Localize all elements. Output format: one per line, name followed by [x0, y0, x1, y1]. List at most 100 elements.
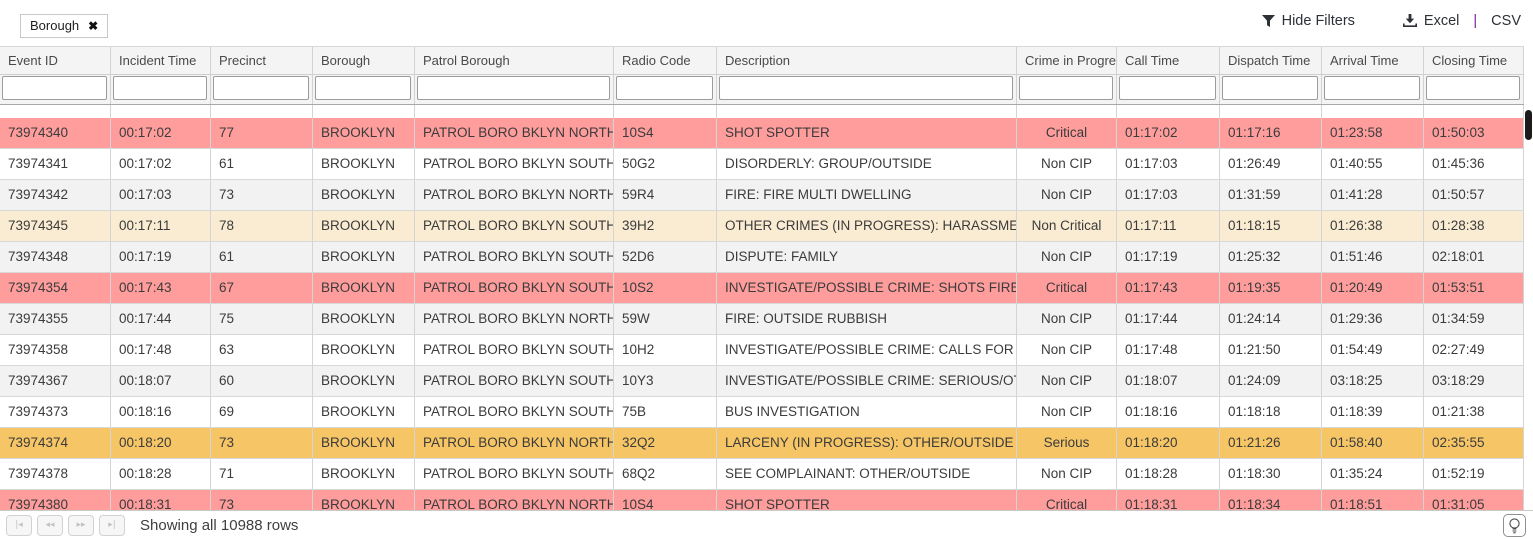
table-cell[interactable]: 01:45:36 — [1424, 149, 1524, 179]
table-cell[interactable]: Critical — [1017, 273, 1117, 303]
table-cell[interactable]: BROOKLYN — [313, 428, 415, 458]
table-cell[interactable]: 01:24:14 — [1220, 304, 1322, 334]
table-cell[interactable]: BROOKLYN — [313, 366, 415, 396]
table-cell[interactable]: PATROL BORO BKLYN NORTH — [415, 428, 614, 458]
filter-input-call-time[interactable] — [1119, 76, 1216, 100]
table-cell[interactable]: 00:17:44 — [111, 304, 211, 334]
table-cell[interactable]: SHOT SPOTTER — [717, 118, 1017, 148]
table-cell[interactable]: PATROL BORO BKLYN SOUTH — [415, 149, 614, 179]
table-cell[interactable]: 00:17:02 — [111, 118, 211, 148]
table-row[interactable]: 73974345 00:17:11 78 BROOKLYN PATROL BORO BK… — [0, 211, 1524, 242]
table-cell[interactable]: 73974341 — [0, 149, 111, 179]
last-page-button[interactable]: ▸| — [99, 514, 125, 536]
next-page-button[interactable]: ▸▸ — [68, 514, 94, 536]
table-cell[interactable]: 01:18:07 — [1117, 366, 1220, 396]
table-cell[interactable]: BROOKLYN — [313, 335, 415, 365]
table-row[interactable]: 73974358 00:17:48 63 BROOKLYN PATROL BORO BK… — [0, 335, 1524, 366]
vertical-scrollbar[interactable] — [1524, 46, 1533, 510]
table-cell[interactable]: PATROL BORO BKLYN NORTH — [415, 118, 614, 148]
filter-input-patrol-borough[interactable] — [417, 76, 610, 100]
table-cell[interactable]: 75 — [211, 304, 313, 334]
table-cell[interactable]: 03:18:25 — [1322, 366, 1424, 396]
table-cell[interactable]: 67 — [211, 273, 313, 303]
table-cell[interactable]: 01:51:46 — [1322, 242, 1424, 272]
table-cell[interactable]: PATROL BORO BKLYN SOUTH — [415, 273, 614, 303]
table-cell[interactable]: 39H2 — [614, 211, 717, 241]
table-row[interactable]: 73974341 00:17:02 61 BROOKLYN PATROL BORO BK… — [0, 149, 1524, 180]
table-cell[interactable]: 01:17:11 — [1117, 211, 1220, 241]
table-row[interactable]: 73974348 00:17:19 61 BROOKLYN PATROL BORO BK… — [0, 242, 1524, 273]
table-cell[interactable]: 01:19:35 — [1220, 273, 1322, 303]
table-cell[interactable]: Non CIP — [1017, 397, 1117, 427]
table-cell[interactable]: 71 — [211, 459, 313, 489]
table-cell[interactable]: Non Critical — [1017, 211, 1117, 241]
filter-input-crime-in-progre[interactable] — [1019, 76, 1113, 100]
table-cell[interactable]: 02:35:55 — [1424, 428, 1524, 458]
table-cell[interactable]: 01:21:50 — [1220, 335, 1322, 365]
table-cell[interactable]: 01:18:20 — [1117, 428, 1220, 458]
table-cell[interactable]: Serious — [1017, 428, 1117, 458]
table-cell[interactable]: 73974348 — [0, 242, 111, 272]
table-cell[interactable]: 01:17:02 — [1117, 118, 1220, 148]
table-cell[interactable]: 01:17:03 — [1117, 149, 1220, 179]
table-row[interactable]: 73974374 00:18:20 73 BROOKLYN PATROL BORO BK… — [0, 428, 1524, 459]
filter-input-event-id[interactable] — [2, 76, 107, 100]
filter-input-borough[interactable] — [315, 76, 411, 100]
table-cell[interactable]: Non CIP — [1017, 366, 1117, 396]
table-cell[interactable]: 50G2 — [614, 149, 717, 179]
table-cell[interactable]: 00:17:02 — [111, 149, 211, 179]
table-cell[interactable]: 01:21:26 — [1220, 428, 1322, 458]
table-cell[interactable]: 01:53:51 — [1424, 273, 1524, 303]
table-cell[interactable]: 61 — [211, 149, 313, 179]
table-cell[interactable]: 78 — [211, 211, 313, 241]
filter-input-precinct[interactable] — [213, 76, 309, 100]
table-cell[interactable]: 60 — [211, 366, 313, 396]
table-cell[interactable]: 73 — [211, 180, 313, 210]
filter-input-incident-time[interactable] — [113, 76, 207, 100]
table-row[interactable]: 73974355 00:17:44 75 BROOKLYN PATROL BORO BK… — [0, 304, 1524, 335]
table-cell[interactable]: BROOKLYN — [313, 180, 415, 210]
table-cell[interactable]: 01:17:16 — [1220, 118, 1322, 148]
table-cell[interactable]: 00:18:07 — [111, 366, 211, 396]
hide-filters-button[interactable]: Hide Filters — [1261, 13, 1355, 29]
table-cell[interactable]: 01:18:31 — [1117, 490, 1220, 520]
table-cell[interactable]: 01:18:18 — [1220, 397, 1322, 427]
table-cell[interactable]: Non CIP — [1017, 149, 1117, 179]
table-cell[interactable]: 73974354 — [0, 273, 111, 303]
table-cell[interactable]: 00:18:28 — [111, 459, 211, 489]
table-cell[interactable]: 73974355 — [0, 304, 111, 334]
table-cell[interactable]: Critical — [1017, 490, 1117, 520]
table-cell[interactable]: 01:17:44 — [1117, 304, 1220, 334]
table-cell[interactable]: BROOKLYN — [313, 397, 415, 427]
table-cell[interactable]: 10H2 — [614, 335, 717, 365]
table-cell[interactable]: 01:35:24 — [1322, 459, 1424, 489]
table-cell[interactable]: 01:31:05 — [1424, 490, 1524, 520]
filter-input-description[interactable] — [719, 76, 1013, 100]
table-cell[interactable]: 10S4 — [614, 490, 717, 520]
table-cell[interactable]: 73974374 — [0, 428, 111, 458]
table-cell[interactable]: 01:17:43 — [1117, 273, 1220, 303]
table-cell[interactable]: INVESTIGATE/POSSIBLE CRIME: CALLS FOR HE… — [717, 335, 1017, 365]
table-cell[interactable]: 73974358 — [0, 335, 111, 365]
chip-remove-icon[interactable]: ✖ — [88, 18, 99, 33]
table-cell[interactable]: 01:21:38 — [1424, 397, 1524, 427]
table-cell[interactable]: BROOKLYN — [313, 149, 415, 179]
table-cell[interactable]: 01:17:03 — [1117, 180, 1220, 210]
table-cell[interactable]: 00:18:31 — [111, 490, 211, 520]
table-cell[interactable]: 01:18:16 — [1117, 397, 1220, 427]
table-cell[interactable]: PATROL BORO BKLYN NORTH — [415, 490, 614, 520]
table-cell[interactable]: 73974340 — [0, 118, 111, 148]
table-cell[interactable]: PATROL BORO BKLYN SOUTH — [415, 397, 614, 427]
table-cell[interactable]: 01:52:19 — [1424, 459, 1524, 489]
first-page-button[interactable]: |◂ — [6, 514, 32, 536]
table-cell[interactable]: 01:20:49 — [1322, 273, 1424, 303]
table-cell[interactable]: 01:18:51 — [1322, 490, 1424, 520]
table-cell[interactable]: 00:18:20 — [111, 428, 211, 458]
table-row[interactable]: 73974354 00:17:43 67 BROOKLYN PATROL BORO BK… — [0, 273, 1524, 304]
table-cell[interactable]: 01:18:39 — [1322, 397, 1424, 427]
table-cell[interactable]: 10S4 — [614, 118, 717, 148]
table-cell[interactable]: SEE COMPLAINANT: OTHER/OUTSIDE — [717, 459, 1017, 489]
table-row[interactable]: 73974342 00:17:03 73 BROOKLYN PATROL BORO BK… — [0, 180, 1524, 211]
table-cell[interactable]: 02:27:49 — [1424, 335, 1524, 365]
table-cell[interactable]: 69 — [211, 397, 313, 427]
